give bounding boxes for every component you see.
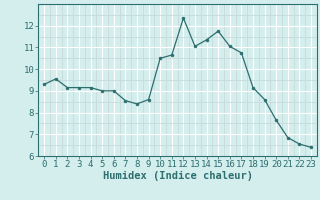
- X-axis label: Humidex (Indice chaleur): Humidex (Indice chaleur): [103, 171, 252, 181]
